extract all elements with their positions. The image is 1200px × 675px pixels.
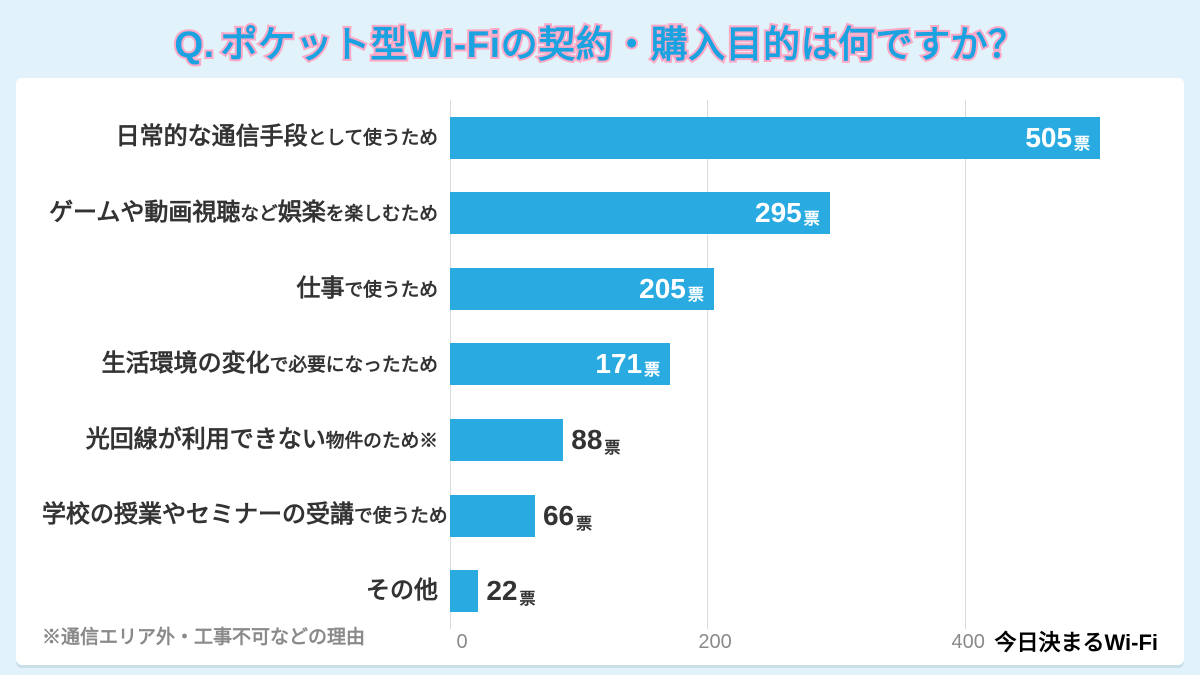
footnote: ※通信エリア外・工事不可などの理由 — [42, 622, 365, 649]
bars-column: 505票295票205票171票88票66票22票 — [450, 100, 1158, 629]
bar-row: 295票 — [450, 192, 1158, 234]
bar-value: 22 — [486, 575, 517, 607]
page-title: Q.ポケット型Wi-Fiの契約・購入目的は何ですか？ — [174, 14, 1025, 68]
bar-unit: 票 — [804, 205, 820, 229]
title-prefix: Q. — [174, 24, 214, 65]
bar-row: 66票 — [450, 495, 1158, 537]
bar: 22票 — [450, 570, 478, 612]
title-qmark: ？ — [988, 24, 1026, 65]
bar-value: 295 — [755, 197, 802, 229]
category-label: 日常的な通信手段として使うため — [42, 123, 438, 152]
title-main: ポケット型Wi-Fiの — [220, 24, 538, 65]
category-label: 生活環境の変化で必要になったため — [42, 350, 438, 379]
category-label: その他 — [42, 577, 438, 606]
bar: 171票 — [450, 343, 670, 385]
category-label: 光回線が利用できない物件のため※ — [42, 426, 438, 455]
bar: 66票 — [450, 495, 535, 537]
category-labels-column: 日常的な通信手段として使うためゲームや動画視聴など娯楽を楽しむため仕事で使うため… — [42, 100, 450, 629]
bar: 205票 — [450, 268, 714, 310]
bar-value: 88 — [571, 424, 602, 456]
bar-unit: 票 — [604, 434, 620, 458]
title-highlight: 契約・購入目的 — [538, 24, 801, 65]
category-label: 仕事で使うため — [42, 275, 438, 304]
chart-area: 日常的な通信手段として使うためゲームや動画視聴など娯楽を楽しむため仕事で使うため… — [42, 100, 1158, 629]
axis-tick: 400 — [951, 631, 984, 654]
category-label: 学校の授業やセミナーの受講で使うため — [42, 501, 438, 530]
chart-card: 日常的な通信手段として使うためゲームや動画視聴など娯楽を楽しむため仕事で使うため… — [16, 78, 1184, 665]
bar-unit: 票 — [519, 585, 535, 609]
brand-label: 今日決まるWi-Fi — [994, 625, 1158, 657]
category-label: ゲームや動画視聴など娯楽を楽しむため — [42, 199, 438, 228]
bar-unit: 票 — [1074, 130, 1090, 154]
page-root: Q.ポケット型Wi-Fiの契約・購入目的は何ですか？ 日常的な通信手段として使う… — [0, 0, 1200, 675]
bar-value: 205 — [639, 273, 686, 305]
bar: 88票 — [450, 419, 563, 461]
bar-row: 22票 — [450, 570, 1158, 612]
bar-row: 505票 — [450, 117, 1158, 159]
bar-unit: 票 — [576, 510, 592, 534]
axis-tick: 0 — [456, 631, 467, 654]
bar-value: 505 — [1025, 122, 1072, 154]
bar-row: 88票 — [450, 419, 1158, 461]
bar: 505票 — [450, 117, 1100, 159]
bar-unit: 票 — [688, 281, 704, 305]
title-suffix: は何ですか — [801, 24, 989, 65]
bar-row: 205票 — [450, 268, 1158, 310]
title-container: Q.ポケット型Wi-Fiの契約・購入目的は何ですか？ — [16, 14, 1184, 68]
bar-value: 171 — [595, 348, 642, 380]
bar-row: 171票 — [450, 343, 1158, 385]
bar-unit: 票 — [644, 356, 660, 380]
bar: 295票 — [450, 192, 830, 234]
bar-value: 66 — [543, 500, 574, 532]
axis-tick: 200 — [698, 631, 731, 654]
